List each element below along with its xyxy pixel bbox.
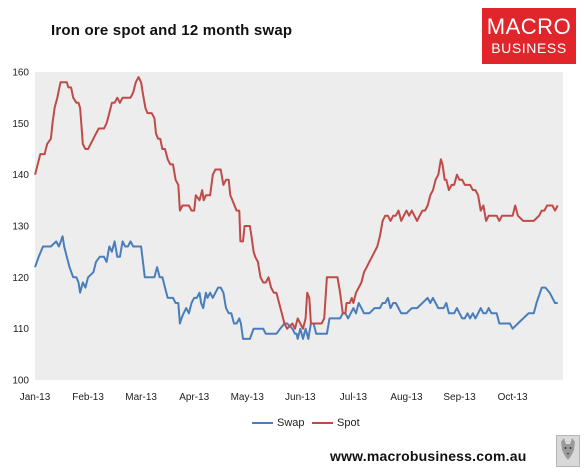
y-tick-label: 100 — [12, 376, 29, 387]
legend-label-spot: Spot — [337, 417, 360, 429]
y-tick-label: 140 — [12, 170, 29, 181]
x-tick-label: Jul-13 — [340, 392, 368, 403]
x-tick-label: Sep-13 — [443, 392, 476, 403]
logo-line-2: BUSINESS — [491, 40, 567, 56]
y-tick-label: 160 — [12, 68, 29, 79]
y-tick-label: 150 — [12, 119, 29, 130]
macrobusiness-logo: MACRO BUSINESS — [482, 8, 576, 64]
x-tick-label: Jun-13 — [285, 392, 316, 403]
y-tick-label: 130 — [12, 222, 29, 233]
website-url: www.macrobusiness.com.au — [330, 448, 527, 464]
y-tick-label: 120 — [12, 273, 29, 284]
legend-swatch-swap — [252, 422, 273, 424]
y-tick-label: 110 — [13, 324, 29, 335]
chart-title: Iron ore spot and 12 month swap — [51, 22, 293, 39]
x-tick-label: Jan-13 — [20, 392, 51, 403]
x-tick-label: Feb-13 — [72, 392, 104, 403]
wolf-logo-icon — [556, 435, 580, 467]
x-tick-label: Oct-13 — [498, 392, 528, 403]
legend-label-swap: Swap — [277, 417, 305, 429]
x-tick-label: Apr-13 — [179, 392, 209, 403]
x-tick-label: Aug-13 — [390, 392, 423, 403]
x-tick-label: May-13 — [231, 392, 265, 403]
legend-swatch-spot — [312, 422, 333, 424]
logo-line-1: MACRO — [486, 14, 572, 39]
plot-area — [35, 72, 563, 380]
x-tick-label: Mar-13 — [125, 392, 157, 403]
series-line-spot — [34, 76, 559, 330]
legend: Swap Spot — [0, 415, 584, 431]
